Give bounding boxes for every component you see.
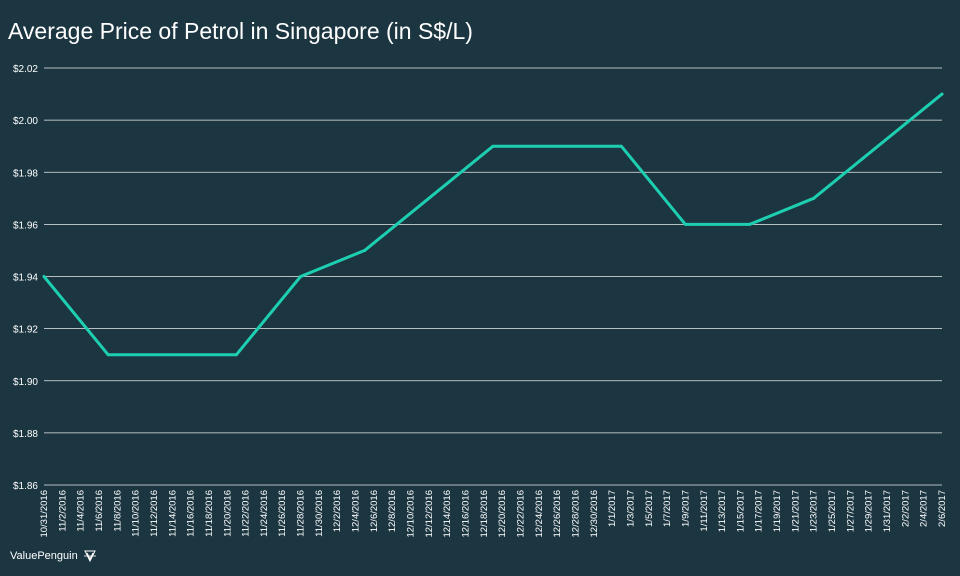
x-tick-label: 11/14/2016 (167, 490, 178, 537)
x-tick-label: 12/22/2016 (515, 490, 526, 538)
data-point (619, 144, 623, 148)
x-tick-label: 1/17/2017 (754, 490, 765, 532)
x-tick-label: 12/24/2016 (534, 490, 545, 538)
data-point (683, 222, 687, 226)
y-tick-label: $2.00 (13, 116, 38, 127)
x-tick-label: 12/16/2016 (461, 490, 472, 538)
x-tick-label: 1/11/2017 (699, 490, 710, 532)
x-tick-label: 1/27/2017 (845, 490, 856, 532)
y-tick-label: $2.02 (13, 64, 38, 75)
y-tick-label: $1.98 (13, 168, 38, 179)
data-point (940, 92, 944, 96)
y-tick-label: $1.90 (13, 377, 38, 388)
x-tick-label: 11/10/2016 (131, 490, 142, 537)
x-tick-label: 1/19/2017 (772, 490, 783, 532)
x-tick-label: 11/18/2016 (204, 490, 215, 537)
brand-name: ValuePenguin (10, 550, 78, 562)
x-tick-label: 2/6/2017 (937, 490, 948, 527)
x-tick-label: 2/4/2017 (919, 490, 930, 527)
x-tick-label: 1/29/2017 (864, 490, 875, 532)
x-tick-label: 11/16/2016 (186, 490, 197, 537)
x-tick-label: 11/8/2016 (112, 490, 123, 532)
x-tick-label: 12/26/2016 (552, 490, 563, 538)
x-tick-label: 11/6/2016 (94, 490, 105, 532)
x-tick-label: 12/6/2016 (369, 490, 380, 532)
x-tick-label: 1/31/2017 (882, 490, 893, 532)
x-tick-label: 1/7/2017 (662, 490, 673, 527)
brand-footer: ValuePenguin (10, 549, 97, 563)
x-tick-label: 2/2/2017 (900, 490, 911, 527)
data-point (812, 196, 816, 200)
x-tick-label: 11/26/2016 (277, 490, 288, 537)
x-tick-label: 11/12/2016 (149, 490, 160, 537)
y-tick-label: $1.86 (13, 481, 38, 492)
x-tick-label: 12/2/2016 (332, 490, 343, 532)
x-tick-label: 1/3/2017 (625, 490, 636, 527)
data-point (491, 144, 495, 148)
x-tick-label: 11/30/2016 (314, 490, 325, 537)
x-tick-label: 1/15/2017 (735, 490, 746, 532)
x-tick-label: 1/25/2017 (827, 490, 838, 532)
x-tick-label: 12/10/2016 (406, 490, 417, 538)
data-point (748, 222, 752, 226)
x-tick-label: 1/5/2017 (644, 490, 655, 527)
x-tick-label: 12/18/2016 (479, 490, 490, 538)
y-tick-label: $1.94 (13, 273, 38, 284)
x-tick-label: 11/20/2016 (222, 490, 233, 537)
x-tick-label: 12/14/2016 (442, 490, 453, 538)
x-tick-label: 1/13/2017 (717, 490, 728, 532)
chart-title: Average Price of Petrol in Singapore (in… (8, 18, 473, 44)
x-tick-label: 1/9/2017 (680, 490, 691, 527)
y-tick-label: $1.88 (13, 429, 38, 440)
x-tick-label: 12/20/2016 (497, 490, 508, 538)
x-tick-label: 12/30/2016 (589, 490, 600, 538)
x-tick-label: 12/28/2016 (570, 490, 581, 538)
x-tick-label: 12/4/2016 (351, 490, 362, 532)
x-tick-label: 1/23/2017 (809, 490, 820, 532)
x-tick-label: 10/31/2016 (39, 490, 50, 538)
x-tick-label: 11/4/2016 (76, 490, 87, 532)
x-tick-label: 11/24/2016 (259, 490, 270, 537)
data-point (42, 275, 46, 278)
x-tick-label: 11/22/2016 (241, 490, 252, 537)
data-point (106, 353, 110, 357)
data-point (363, 248, 367, 252)
x-tick-label: 12/12/2016 (424, 490, 435, 538)
y-tick-label: $1.92 (13, 325, 38, 336)
x-tick-label: 11/2/2016 (57, 490, 68, 532)
y-tick-label: $1.96 (13, 220, 38, 231)
x-tick-label: 11/28/2016 (296, 490, 307, 537)
data-point (234, 353, 238, 357)
x-tick-label: 1/1/2017 (607, 490, 618, 527)
x-tick-label: 12/8/2016 (387, 490, 398, 532)
penguin-logo-icon (83, 550, 96, 563)
data-point (299, 275, 303, 278)
x-tick-label: 1/21/2017 (790, 490, 801, 532)
